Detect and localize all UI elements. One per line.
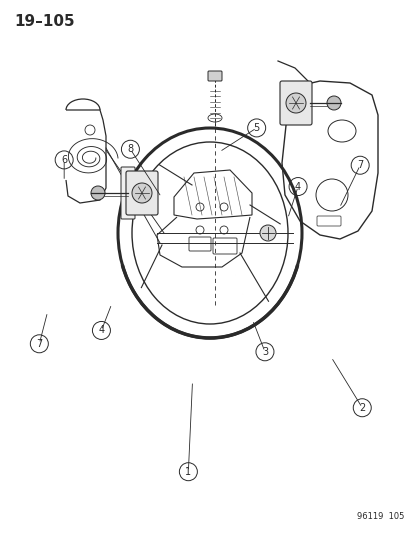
Circle shape bbox=[285, 93, 305, 113]
Text: 4: 4 bbox=[98, 326, 104, 335]
Text: 7: 7 bbox=[36, 339, 43, 349]
Circle shape bbox=[132, 183, 152, 203]
Text: 4: 4 bbox=[294, 182, 300, 191]
Text: 8: 8 bbox=[127, 144, 133, 154]
Text: 2: 2 bbox=[358, 403, 365, 413]
Circle shape bbox=[326, 96, 340, 110]
FancyBboxPatch shape bbox=[207, 71, 221, 81]
FancyBboxPatch shape bbox=[279, 81, 311, 125]
Text: 5: 5 bbox=[253, 123, 259, 133]
FancyBboxPatch shape bbox=[121, 167, 135, 219]
FancyBboxPatch shape bbox=[126, 171, 158, 215]
Circle shape bbox=[259, 225, 275, 241]
Circle shape bbox=[91, 186, 105, 200]
Text: 3: 3 bbox=[261, 347, 267, 357]
Text: 7: 7 bbox=[356, 160, 363, 170]
Text: 6: 6 bbox=[61, 155, 67, 165]
Text: 19–105: 19–105 bbox=[14, 14, 74, 29]
Text: 96119  105: 96119 105 bbox=[356, 512, 403, 521]
Text: 1: 1 bbox=[185, 467, 191, 477]
